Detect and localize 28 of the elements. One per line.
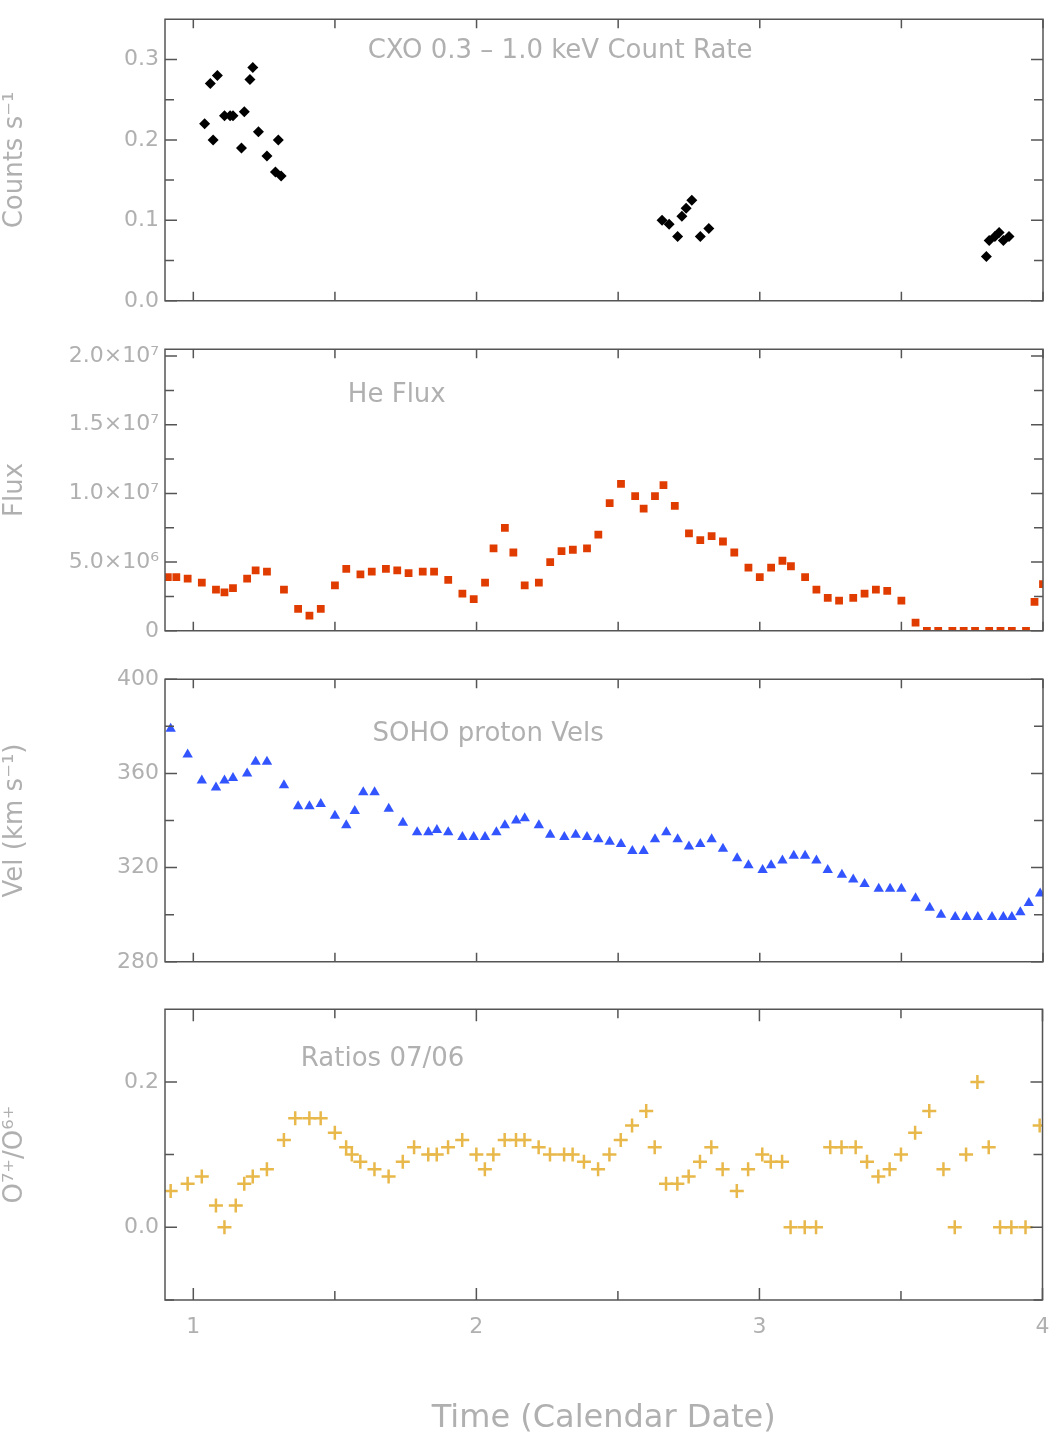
- y-tick-label: 0.3: [124, 45, 159, 71]
- y-tick-label: 0: [145, 616, 159, 642]
- y-tick-label: 400: [117, 664, 159, 690]
- y-tick-label: 0.1: [124, 206, 159, 232]
- y-tick-label: 5.0×10⁶: [68, 547, 160, 573]
- y-tick-label: 2.0×10⁷: [68, 341, 159, 367]
- text: He Flux: [347, 378, 446, 409]
- y-tick-label: 1.5×10⁷: [68, 410, 159, 436]
- x-tick-label: 1: [186, 1312, 201, 1338]
- y-tick-label: 0.0: [124, 1213, 159, 1239]
- y-axis-title: Counts s⁻¹: [0, 91, 29, 229]
- y-tick-label: 0.2: [124, 125, 159, 151]
- y-tick-label: 0.2: [124, 1067, 159, 1093]
- x-tick-label: 3: [752, 1312, 767, 1338]
- text: CXO 0.3 – 1.0 keV Count Rate: [367, 34, 753, 65]
- y-tick-label: 0.0: [124, 286, 159, 312]
- y-axis-title: Flux: [0, 462, 29, 518]
- y-tick-label: 280: [117, 947, 159, 973]
- y-axis-title: Vel (km s⁻¹): [0, 743, 29, 898]
- x-tick-label: 2: [469, 1312, 484, 1338]
- y-tick-label: 360: [117, 759, 159, 785]
- text: Ratios 07/06: [300, 1041, 465, 1072]
- x-tick-label: 4: [1035, 1312, 1050, 1338]
- x-axis-title: Time (Calendar Date): [430, 1397, 776, 1436]
- y-axis-title: O⁷⁺/O⁶⁺: [0, 1105, 29, 1204]
- y-tick-label: 320: [117, 853, 159, 879]
- y-tick-label: 1.0×10⁷: [68, 479, 159, 505]
- text: SOHO proton Vels: [372, 717, 604, 748]
